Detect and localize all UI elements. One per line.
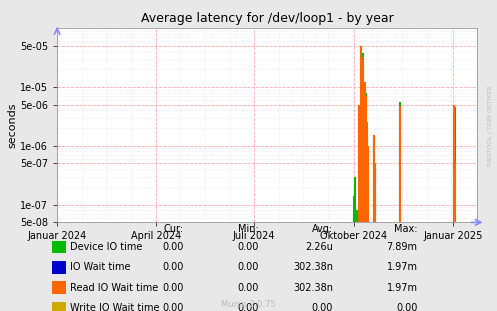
Text: 2.26u: 2.26u [305,242,333,252]
Text: 0.00: 0.00 [237,262,258,272]
Text: 0.00: 0.00 [163,262,184,272]
Text: Device IO time: Device IO time [70,242,142,252]
Text: Max:: Max: [394,224,417,234]
Text: Avg:: Avg: [312,224,333,234]
Text: RRDTOOL / TOBI OETIKER: RRDTOOL / TOBI OETIKER [487,85,492,165]
Text: 0.00: 0.00 [312,303,333,311]
Text: Read IO Wait time: Read IO Wait time [70,283,158,293]
Text: IO Wait time: IO Wait time [70,262,130,272]
Text: 0.00: 0.00 [163,283,184,293]
Text: 302.38n: 302.38n [293,283,333,293]
Text: 0.00: 0.00 [163,242,184,252]
Title: Average latency for /dev/loop1 - by year: Average latency for /dev/loop1 - by year [141,12,394,26]
Text: 302.38n: 302.38n [293,262,333,272]
Text: 0.00: 0.00 [237,283,258,293]
Text: 0.00: 0.00 [237,242,258,252]
Text: 1.97m: 1.97m [387,283,417,293]
Text: 1.97m: 1.97m [387,262,417,272]
Text: Write IO Wait time: Write IO Wait time [70,303,159,311]
Text: 0.00: 0.00 [237,303,258,311]
Text: Munin 2.0.75: Munin 2.0.75 [221,300,276,309]
Text: 0.00: 0.00 [396,303,417,311]
Text: Cur:: Cur: [164,224,184,234]
Y-axis label: seconds: seconds [7,102,17,148]
Text: Min:: Min: [238,224,258,234]
Text: 0.00: 0.00 [163,303,184,311]
Text: 7.89m: 7.89m [387,242,417,252]
